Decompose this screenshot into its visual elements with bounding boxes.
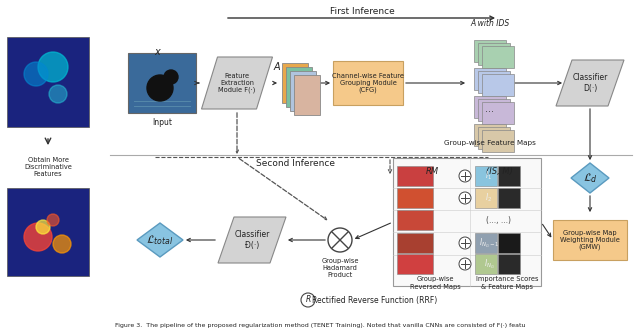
Polygon shape: [218, 217, 286, 263]
Circle shape: [301, 293, 315, 307]
Text: $I_{N_G-1}$: $I_{N_G-1}$: [479, 236, 499, 250]
FancyBboxPatch shape: [282, 63, 308, 103]
FancyBboxPatch shape: [474, 40, 506, 62]
FancyBboxPatch shape: [475, 166, 497, 186]
FancyBboxPatch shape: [475, 254, 497, 274]
Text: Input: Input: [152, 118, 172, 126]
FancyBboxPatch shape: [128, 53, 196, 113]
Text: (IS, M): (IS, M): [486, 167, 513, 176]
Text: RM: RM: [426, 167, 438, 176]
FancyBboxPatch shape: [7, 37, 89, 127]
Polygon shape: [556, 60, 624, 106]
Circle shape: [459, 170, 471, 182]
Polygon shape: [571, 163, 609, 193]
Text: $I_{N_G}$: $I_{N_G}$: [483, 257, 495, 271]
Text: First Inference: First Inference: [330, 7, 394, 16]
FancyBboxPatch shape: [478, 43, 510, 65]
FancyBboxPatch shape: [498, 188, 520, 208]
FancyBboxPatch shape: [290, 71, 316, 111]
FancyBboxPatch shape: [397, 210, 433, 230]
FancyBboxPatch shape: [333, 61, 403, 105]
Text: A: A: [274, 62, 280, 72]
Circle shape: [49, 85, 67, 103]
Text: Obtain More
Discriminative
Features: Obtain More Discriminative Features: [24, 157, 72, 177]
Text: Figure 3.  The pipeline of the proposed regularization method (TENET Training). : Figure 3. The pipeline of the proposed r…: [115, 322, 525, 327]
FancyBboxPatch shape: [475, 188, 497, 208]
FancyBboxPatch shape: [553, 220, 627, 260]
Text: $\mathcal{L}_{total}$: $\mathcal{L}_{total}$: [146, 233, 174, 247]
FancyBboxPatch shape: [482, 130, 514, 152]
Circle shape: [164, 70, 178, 84]
Text: R: R: [305, 295, 310, 304]
Text: Feature
Extraction
Module F(·): Feature Extraction Module F(·): [218, 73, 256, 93]
FancyBboxPatch shape: [482, 74, 514, 96]
FancyBboxPatch shape: [397, 188, 433, 208]
Text: x: x: [154, 47, 160, 57]
Polygon shape: [202, 57, 273, 109]
Text: A with IDS: A with IDS: [470, 19, 509, 28]
Circle shape: [24, 223, 52, 251]
Text: Classifier
Đ(·): Classifier Đ(·): [234, 230, 269, 250]
Circle shape: [47, 214, 59, 226]
Text: $I_1$: $I_1$: [485, 170, 493, 182]
Text: ...: ...: [486, 104, 495, 114]
FancyBboxPatch shape: [482, 102, 514, 124]
FancyBboxPatch shape: [478, 127, 510, 149]
Text: Importance Scores
& Feature Maps: Importance Scores & Feature Maps: [476, 277, 538, 290]
Circle shape: [38, 52, 68, 82]
Circle shape: [459, 192, 471, 204]
Circle shape: [24, 62, 48, 86]
FancyBboxPatch shape: [482, 46, 514, 68]
Text: $I_2$: $I_2$: [485, 192, 493, 204]
Text: Group-wise Map
Weighting Module
(GMW): Group-wise Map Weighting Module (GMW): [560, 230, 620, 250]
Circle shape: [53, 235, 71, 253]
FancyBboxPatch shape: [286, 67, 312, 107]
FancyBboxPatch shape: [7, 188, 89, 276]
Text: Group-wise Feature Maps: Group-wise Feature Maps: [444, 140, 536, 146]
Text: $\mathcal{L}_d$: $\mathcal{L}_d$: [582, 171, 597, 185]
FancyBboxPatch shape: [498, 233, 520, 253]
Circle shape: [328, 228, 352, 252]
Text: Second Inference: Second Inference: [255, 158, 335, 168]
FancyBboxPatch shape: [474, 68, 506, 90]
FancyBboxPatch shape: [478, 71, 510, 93]
Text: Channel-wise Feature
Grouping Module
(CFG): Channel-wise Feature Grouping Module (CF…: [332, 73, 404, 93]
FancyBboxPatch shape: [474, 96, 506, 118]
Text: Rectified Reverse Function (RRF): Rectified Reverse Function (RRF): [312, 295, 438, 304]
FancyBboxPatch shape: [498, 166, 520, 186]
FancyBboxPatch shape: [498, 254, 520, 274]
Circle shape: [459, 237, 471, 249]
Text: (..., ...): (..., ...): [486, 215, 511, 224]
Circle shape: [36, 220, 50, 234]
FancyBboxPatch shape: [474, 124, 506, 146]
FancyBboxPatch shape: [397, 254, 433, 274]
Text: Group-wise
Hadamard
Product: Group-wise Hadamard Product: [321, 258, 359, 278]
FancyBboxPatch shape: [475, 233, 497, 253]
Polygon shape: [137, 223, 183, 257]
FancyBboxPatch shape: [478, 99, 510, 121]
FancyBboxPatch shape: [397, 233, 433, 253]
Circle shape: [147, 75, 173, 101]
FancyBboxPatch shape: [294, 75, 320, 115]
FancyBboxPatch shape: [397, 166, 433, 186]
Text: Group-wise
Reversed Maps: Group-wise Reversed Maps: [410, 277, 460, 290]
Text: Classifier
D(·): Classifier D(·): [572, 73, 608, 93]
FancyBboxPatch shape: [393, 158, 541, 286]
Circle shape: [459, 258, 471, 270]
